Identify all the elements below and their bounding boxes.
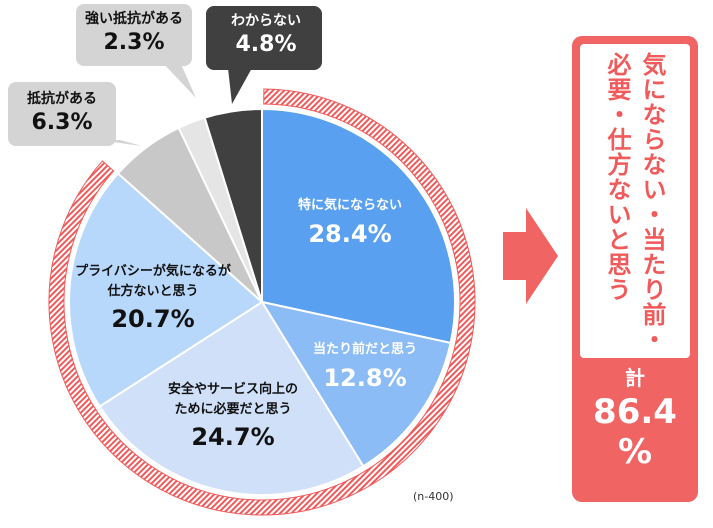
highlight-ring-arc: [48, 88, 476, 516]
highlight-group-text: 気にならない・当たり前・必要・仕方ないと思う: [603, 52, 666, 352]
callout-tsuyoi-teikou: 強い抵抗がある 2.3%: [78, 8, 190, 55]
slice-4-value: 6.3%: [31, 110, 93, 135]
slice-6-label: わからない: [231, 13, 301, 29]
slice-label-shikatanai: プライバシーが気になるが 仕方ないと思う 20.7%: [68, 262, 238, 337]
slice-label-tokuni: 特に気にならない 28.4%: [270, 196, 430, 252]
callout-teikou: 抵抗がある 6.3%: [12, 88, 112, 135]
slice-4-label: 抵抗がある: [27, 91, 97, 107]
slice-3-label-line2: 仕方ないと思う: [107, 283, 199, 299]
slice-5-value: 2.3%: [103, 30, 165, 55]
pie-slice-2: [98, 300, 365, 496]
slice-1-value: 12.8%: [323, 363, 407, 392]
pie-slice-3: [68, 172, 264, 408]
slice-5-label: 強い抵抗がある: [85, 11, 183, 27]
slice-label-atarimae: 当たり前だと思う 12.8%: [295, 340, 435, 396]
sample-size-note: (n-400): [413, 490, 454, 503]
slice-3-label-line1: プライバシーが気になるが: [75, 264, 231, 279]
slice-label-hitsuyou: 安全やサービス向上の ために必要だと思う 24.7%: [148, 380, 318, 455]
slice-3-value: 20.7%: [111, 305, 195, 333]
highlight-ring: [48, 88, 476, 516]
callout-bubble-teikou: [8, 82, 142, 146]
total-value-percent: %: [617, 431, 653, 472]
total-block: 計 86.4 %: [583, 362, 687, 470]
callout-bubble-wakaranai: [206, 6, 322, 104]
pie-slice-1: [259, 300, 452, 468]
slice-0-value: 28.4%: [308, 219, 392, 248]
slice-0-label: 特に気にならない: [297, 198, 402, 213]
total-label: 計: [625, 366, 645, 390]
callout-bubble-tsuyoi: [76, 4, 196, 98]
slice-6-value: 4.8%: [235, 32, 297, 57]
slice-2-label-line2: ために必要だと思う: [174, 401, 292, 417]
right-arrow-icon: [503, 208, 558, 304]
slice-2-label-line1: 安全やサービス向上の: [167, 382, 298, 397]
summary-box-inner: [580, 44, 690, 358]
slice-2-value: 24.7%: [191, 423, 275, 451]
total-value-number: 86.4: [593, 392, 677, 432]
callout-wakaranai: わからない 4.8%: [210, 10, 322, 57]
slice-1-label: 当たり前だと思う: [312, 342, 417, 357]
pie-slice-6: [203, 107, 263, 303]
pie-slice-0: [261, 107, 456, 345]
